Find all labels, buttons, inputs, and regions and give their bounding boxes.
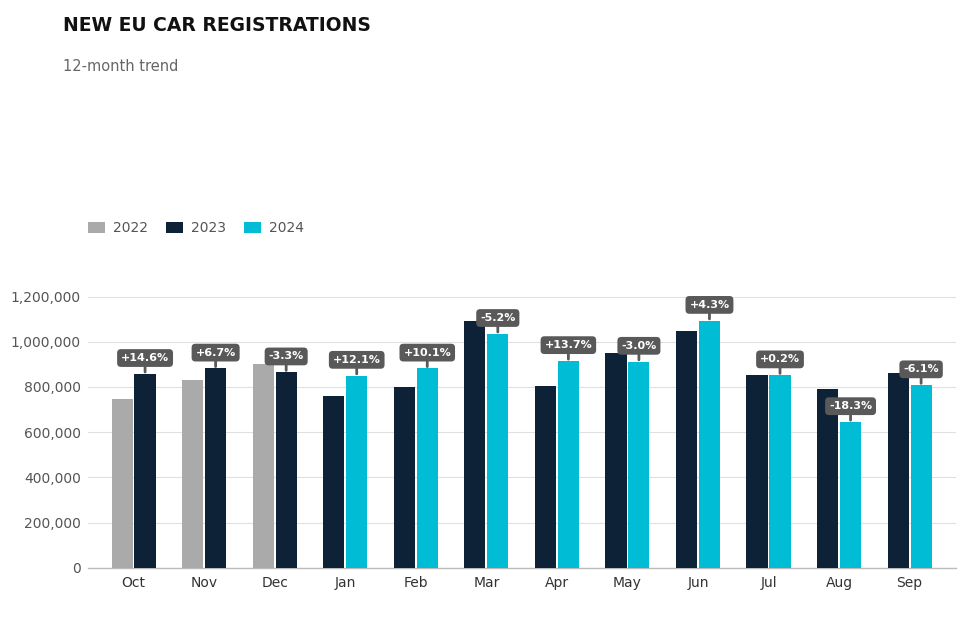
Bar bbox=[464, 321, 486, 568]
Text: 2023: 2023 bbox=[191, 221, 226, 235]
Bar bbox=[182, 380, 203, 568]
Bar bbox=[676, 331, 697, 568]
Bar bbox=[253, 364, 274, 568]
Bar bbox=[911, 385, 932, 568]
Text: 2024: 2024 bbox=[269, 221, 304, 235]
Bar bbox=[605, 353, 627, 568]
Bar bbox=[699, 321, 721, 568]
Text: -3.3%: -3.3% bbox=[268, 351, 304, 371]
Bar bbox=[488, 334, 508, 568]
Text: +12.1%: +12.1% bbox=[332, 355, 380, 374]
Text: -6.1%: -6.1% bbox=[903, 364, 939, 383]
Text: +6.7%: +6.7% bbox=[196, 348, 236, 367]
Text: +14.6%: +14.6% bbox=[121, 353, 169, 372]
Bar bbox=[887, 373, 909, 568]
Bar bbox=[535, 386, 556, 568]
Text: -5.2%: -5.2% bbox=[480, 313, 516, 332]
Bar bbox=[628, 362, 649, 568]
Bar bbox=[205, 368, 226, 568]
Bar bbox=[769, 375, 791, 568]
Text: 2022: 2022 bbox=[113, 221, 148, 235]
Bar bbox=[558, 361, 579, 568]
Text: -18.3%: -18.3% bbox=[829, 401, 872, 420]
Text: +0.2%: +0.2% bbox=[760, 354, 800, 373]
Bar bbox=[135, 374, 156, 568]
Text: NEW EU CAR REGISTRATIONS: NEW EU CAR REGISTRATIONS bbox=[63, 16, 371, 34]
Text: 12-month trend: 12-month trend bbox=[63, 59, 178, 74]
Text: EUROPEAN UNION  ⌄: EUROPEAN UNION ⌄ bbox=[72, 127, 228, 140]
Bar bbox=[394, 387, 415, 568]
Bar bbox=[111, 399, 133, 568]
Bar bbox=[416, 368, 438, 568]
Text: +4.3%: +4.3% bbox=[689, 300, 729, 319]
Bar bbox=[276, 373, 296, 568]
Bar bbox=[747, 375, 767, 568]
Text: -3.0%: -3.0% bbox=[621, 341, 656, 360]
Bar bbox=[346, 376, 368, 568]
Bar bbox=[817, 389, 838, 568]
Text: +10.1%: +10.1% bbox=[404, 348, 451, 367]
Bar bbox=[323, 396, 344, 568]
Text: +13.7%: +13.7% bbox=[544, 340, 592, 359]
Bar bbox=[840, 422, 861, 568]
